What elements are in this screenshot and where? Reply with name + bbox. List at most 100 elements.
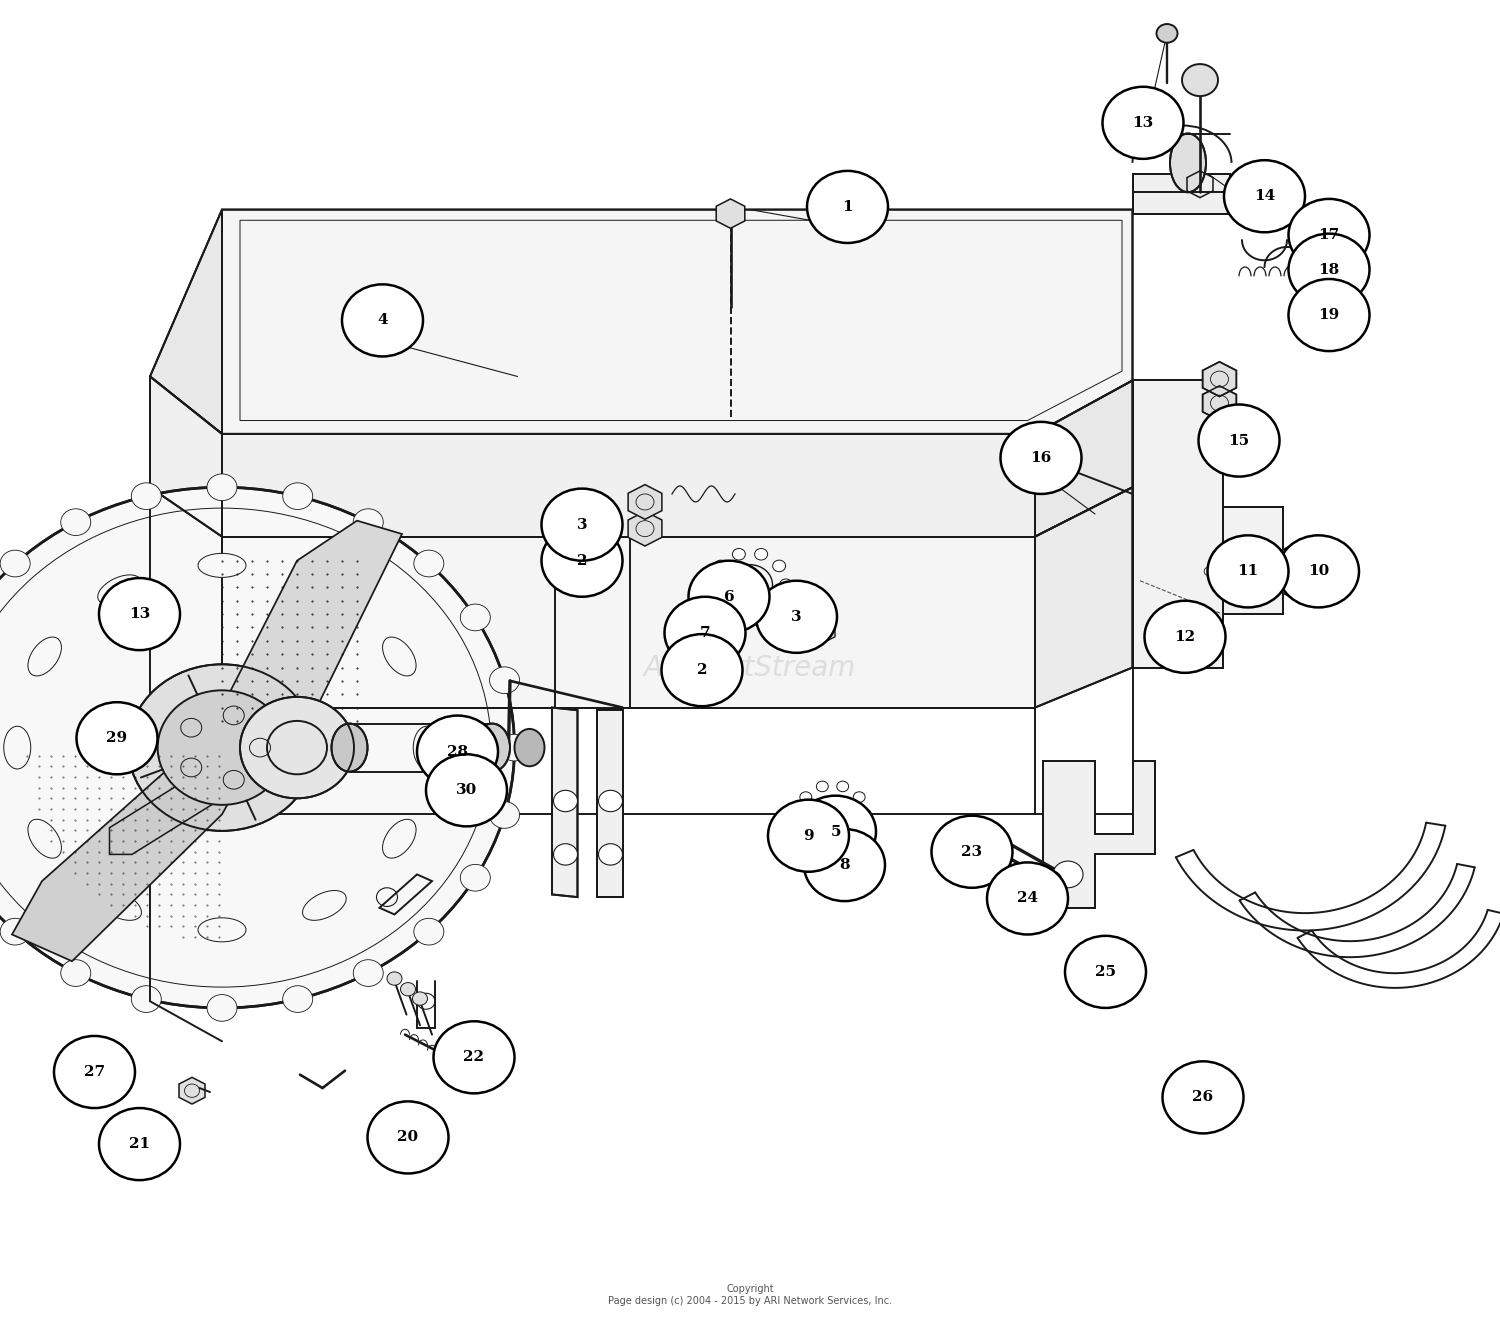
Text: 10: 10 (1308, 565, 1329, 578)
Circle shape (800, 826, 812, 837)
Text: ARI PartStream: ARI PartStream (644, 654, 856, 681)
Circle shape (807, 171, 888, 243)
Circle shape (354, 960, 384, 987)
Ellipse shape (474, 724, 510, 772)
Circle shape (732, 610, 746, 621)
Polygon shape (150, 210, 222, 434)
Circle shape (780, 579, 792, 590)
Circle shape (414, 918, 444, 945)
Circle shape (1156, 24, 1178, 43)
Circle shape (1288, 234, 1370, 306)
Ellipse shape (514, 729, 544, 766)
Circle shape (400, 983, 416, 996)
Text: 21: 21 (129, 1137, 150, 1151)
Ellipse shape (332, 724, 368, 772)
Circle shape (816, 837, 828, 848)
Text: 3: 3 (576, 518, 588, 531)
Circle shape (1182, 64, 1218, 96)
Circle shape (542, 525, 622, 597)
Polygon shape (1222, 507, 1282, 614)
Circle shape (207, 474, 237, 501)
Circle shape (1227, 565, 1245, 579)
Circle shape (859, 809, 871, 820)
Circle shape (1250, 583, 1260, 593)
Text: 27: 27 (84, 1065, 105, 1079)
Text: 13: 13 (129, 607, 150, 621)
Circle shape (754, 549, 768, 559)
Text: 28: 28 (447, 745, 468, 758)
Text: 1: 1 (842, 200, 854, 214)
Circle shape (772, 561, 786, 571)
Ellipse shape (303, 575, 346, 605)
Circle shape (800, 792, 812, 802)
Circle shape (738, 574, 760, 594)
Text: 24: 24 (1017, 892, 1038, 905)
Circle shape (460, 865, 490, 892)
Circle shape (282, 483, 312, 510)
Circle shape (460, 603, 490, 631)
Circle shape (132, 483, 162, 510)
Circle shape (76, 702, 158, 774)
Polygon shape (222, 521, 402, 774)
Circle shape (1208, 535, 1288, 607)
Circle shape (1212, 583, 1222, 593)
Polygon shape (150, 376, 222, 537)
Circle shape (754, 610, 768, 621)
Circle shape (768, 800, 849, 872)
Circle shape (688, 561, 770, 633)
Circle shape (732, 549, 746, 559)
Ellipse shape (4, 726, 32, 769)
Ellipse shape (98, 890, 141, 920)
Circle shape (0, 550, 30, 577)
Circle shape (99, 578, 180, 650)
Polygon shape (150, 487, 222, 708)
Text: 13: 13 (1132, 116, 1154, 129)
Polygon shape (628, 511, 662, 546)
Circle shape (132, 985, 162, 1012)
Circle shape (1278, 535, 1359, 607)
Ellipse shape (413, 726, 440, 769)
Ellipse shape (382, 820, 416, 858)
Text: 20: 20 (398, 1131, 418, 1144)
Text: 17: 17 (1318, 228, 1340, 242)
Circle shape (1288, 279, 1370, 351)
Circle shape (282, 985, 312, 1012)
Text: 16: 16 (1030, 451, 1051, 465)
Circle shape (368, 1101, 448, 1173)
Circle shape (795, 796, 876, 868)
Polygon shape (110, 734, 282, 854)
Circle shape (598, 844, 622, 865)
Polygon shape (597, 710, 622, 897)
Circle shape (1198, 405, 1280, 477)
Text: 23: 23 (962, 845, 982, 858)
Circle shape (554, 844, 578, 865)
Circle shape (0, 487, 514, 1008)
Circle shape (62, 509, 92, 535)
Circle shape (1204, 567, 1214, 575)
Circle shape (500, 734, 530, 761)
Circle shape (342, 284, 423, 356)
Circle shape (417, 716, 498, 788)
Ellipse shape (98, 575, 141, 605)
Circle shape (708, 579, 720, 590)
Polygon shape (1035, 380, 1132, 537)
Circle shape (0, 918, 30, 945)
Ellipse shape (1170, 134, 1206, 192)
Circle shape (554, 790, 578, 812)
Text: 9: 9 (802, 829, 814, 842)
Text: 26: 26 (1192, 1091, 1214, 1104)
Circle shape (1162, 1061, 1244, 1133)
Circle shape (1000, 422, 1082, 494)
Text: 12: 12 (1174, 630, 1196, 643)
Text: Copyright
Page design (c) 2004 - 2015 by ARI Network Services, Inc.: Copyright Page design (c) 2004 - 2015 by… (608, 1284, 892, 1306)
Circle shape (794, 809, 806, 820)
Polygon shape (222, 210, 1132, 434)
Text: 6: 6 (723, 590, 735, 603)
Text: 11: 11 (1238, 565, 1258, 578)
Circle shape (433, 1021, 514, 1093)
Text: 19: 19 (1318, 308, 1340, 322)
Polygon shape (1268, 545, 1318, 598)
Polygon shape (1132, 174, 1230, 214)
Circle shape (1144, 601, 1226, 673)
Polygon shape (808, 617, 836, 643)
